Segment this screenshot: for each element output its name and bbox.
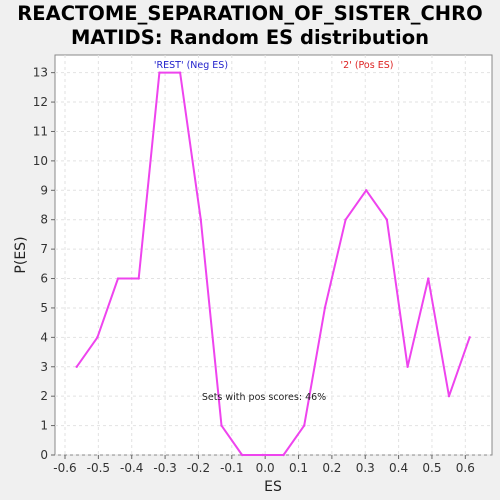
y-tick-label: 12 — [33, 95, 48, 109]
y-tick-label: 8 — [40, 213, 48, 227]
data-point — [96, 336, 99, 339]
x-tick-label: -0.6 — [53, 461, 76, 475]
chart-title-line-1: REACTOME_SEPARATION_OF_SISTER_CHRO — [17, 2, 483, 25]
data-point — [323, 306, 327, 310]
y-tick-label: 1 — [40, 419, 48, 433]
y-tick-label: 3 — [40, 360, 48, 374]
x-tick-label: 0.5 — [422, 461, 441, 475]
x-tick-label: 0.3 — [356, 461, 375, 475]
x-tick-label: 0.6 — [456, 461, 475, 475]
x-tick-label: 0.4 — [389, 461, 408, 475]
data-point — [137, 277, 140, 280]
pos-es-label: '2' (Pos ES) — [341, 60, 394, 71]
y-tick-label: 2 — [40, 389, 48, 403]
chart-title: REACTOME_SEPARATION_OF_SISTER_CHRO MATID… — [0, 2, 500, 50]
data-point — [240, 453, 244, 457]
data-point — [75, 365, 78, 368]
y-tick-label: 10 — [33, 154, 48, 168]
x-tick-label: -0.5 — [87, 461, 110, 475]
data-point — [302, 424, 306, 427]
data-point — [261, 453, 265, 457]
y-axis-title: P(ES) — [13, 236, 29, 273]
x-tick-label: 0.2 — [322, 461, 341, 475]
chart-title-line-2: MATIDS: Random ES distribution — [70, 26, 430, 49]
data-point — [427, 277, 430, 280]
neg-es-label: 'REST' (Neg ES) — [154, 60, 228, 71]
data-point — [158, 71, 161, 74]
x-tick-label: -0.1 — [220, 461, 243, 475]
x-tick-label: 0.0 — [256, 461, 275, 475]
axis-ticks: -0.6 -0.5 -0.4 -0.3 -0.2 -0.1 0.0 0.1 0.2 0.3 0.4 0… — [33, 66, 475, 475]
y-tick-label: 6 — [40, 272, 48, 286]
data-point — [116, 277, 120, 280]
x-tick-label: 0.1 — [289, 461, 308, 475]
data-point — [365, 189, 368, 192]
y-tick-label: 11 — [33, 124, 48, 138]
data-point — [282, 453, 285, 457]
y-tick-label: 5 — [40, 301, 48, 315]
y-tick-label: 9 — [40, 183, 48, 197]
data-points — [75, 71, 471, 457]
data-point — [178, 71, 182, 74]
x-tick-label: -0.3 — [153, 461, 176, 475]
x-tick-label: -0.2 — [187, 461, 210, 475]
y-tick-label: 7 — [40, 242, 48, 256]
grid-lines — [55, 55, 492, 456]
y-tick-label: 4 — [40, 330, 48, 344]
data-point — [220, 424, 223, 427]
data-point — [447, 394, 451, 398]
plot-area — [54, 54, 493, 456]
pos-scores-annotation: Sets with pos scores: 46% — [202, 392, 326, 403]
y-tick-label: 13 — [33, 66, 48, 80]
data-point — [344, 218, 347, 221]
x-axis-title: ES — [264, 479, 282, 495]
es-distribution-line — [75, 71, 471, 456]
y-tick-label: 0 — [40, 448, 48, 462]
data-point — [199, 218, 202, 221]
data-point — [406, 365, 409, 368]
data-point — [468, 336, 471, 339]
x-tick-label: -0.4 — [120, 461, 143, 475]
data-point — [385, 218, 389, 221]
